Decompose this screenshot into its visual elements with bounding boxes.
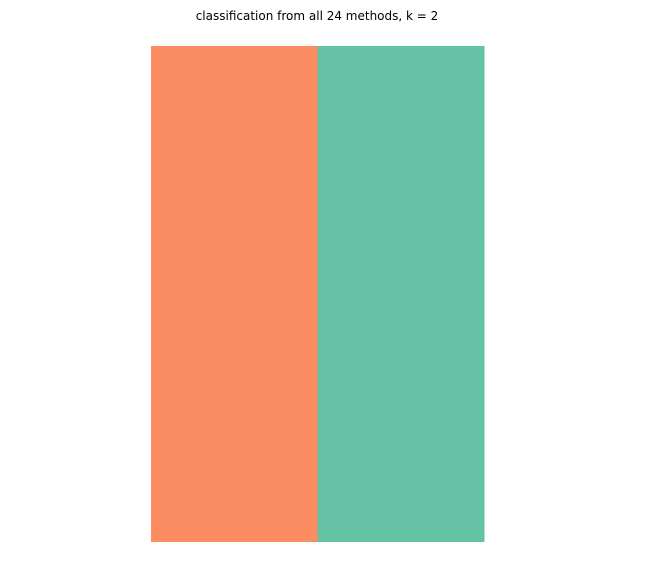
- heatmap-cells: [151, 46, 485, 542]
- chart-title: classification from all 24 methods, k = …: [195, 9, 439, 23]
- heatmap-cell-class-1: [151, 46, 318, 542]
- heatmap-cell-class-2: [317, 46, 485, 542]
